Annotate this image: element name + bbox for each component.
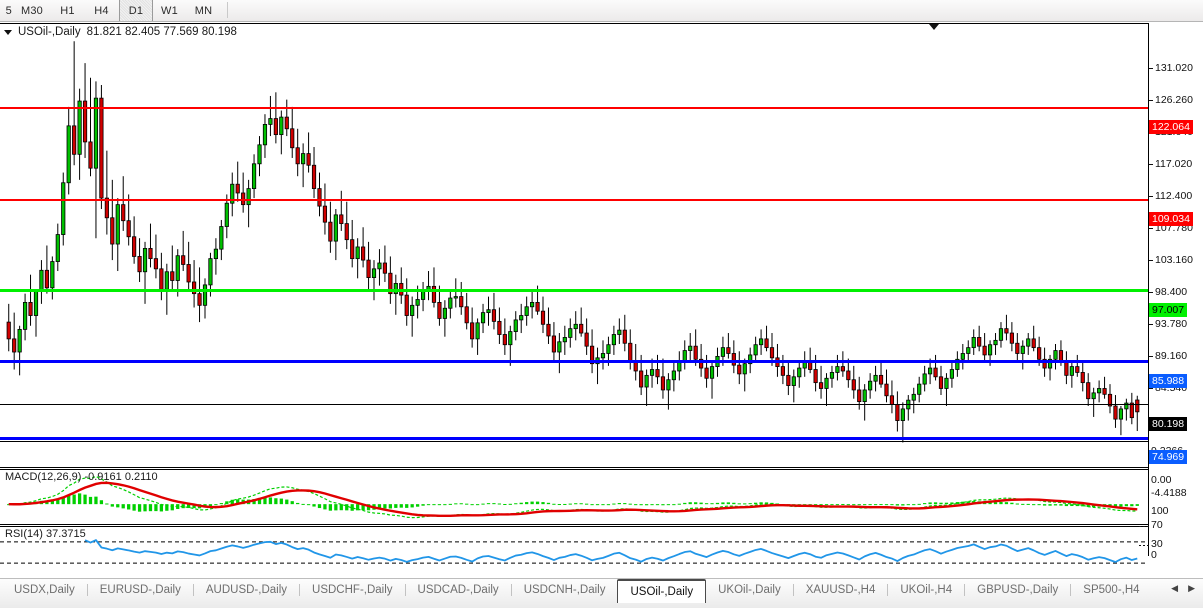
tab-separator [887, 584, 889, 596]
price-tick-label: 103.160 [1149, 254, 1193, 266]
chart-tab[interactable]: AUDUSD-,Daily [205, 584, 288, 596]
level-line-support-75[interactable] [0, 437, 1148, 440]
level-line-support-97[interactable] [0, 289, 1148, 292]
symbol-name: USOil-,Daily [18, 26, 81, 38]
timeframe-button-h4[interactable]: H4 [85, 0, 119, 21]
rsi-axis-label: 0 [1151, 549, 1157, 561]
price-tick-label: 93.780 [1149, 318, 1187, 330]
chart-area[interactable]: USOil-,Daily 81.821 82.405 77.569 80.198… [0, 23, 1203, 595]
level-line-support-86[interactable] [0, 360, 1148, 363]
tab-scroll-left-icon[interactable]: ◀ [1171, 583, 1179, 593]
tab-separator [964, 584, 966, 596]
price-tick-label: 89.160 [1149, 350, 1187, 362]
timeframe-button-d1[interactable]: D1 [119, 0, 153, 21]
panel-bottom-border [0, 467, 1148, 468]
price-tick-label: 131.020 [1149, 62, 1193, 74]
chart-tab[interactable]: XAUUSD-,H4 [805, 584, 876, 596]
timeframe-button-h1[interactable]: H1 [51, 0, 85, 21]
timeframe-label: H1 [60, 4, 75, 17]
chart-tab[interactable]: USDCAD-,Daily [417, 584, 499, 596]
timeframe-label: W1 [161, 4, 178, 17]
timeframe-label: MN [194, 4, 213, 17]
chart-tab[interactable]: UKOil-,H4 [900, 584, 953, 596]
timeframe-button-w1[interactable]: W1 [153, 0, 187, 21]
price-level-tag[interactable]: 109.034 [1149, 212, 1193, 226]
rsi-axis-label: 100 [1151, 505, 1169, 517]
candlestick-series [6, 41, 1140, 443]
tab-separator [1070, 584, 1072, 596]
tab-separator [404, 584, 406, 596]
timeframe-label: M30 [21, 4, 43, 17]
price-level-tag[interactable]: 85.988 [1149, 374, 1188, 388]
level-line-resistance-122[interactable] [0, 107, 1148, 109]
rsi-series [0, 539, 1148, 564]
timeframe-label: H4 [94, 4, 109, 17]
price-scale-divider [1148, 23, 1149, 556]
chart-tab[interactable]: USDX,Daily [14, 584, 75, 596]
chart-tab[interactable]: EURUSD-,Daily [99, 584, 181, 596]
macd-label: MACD(12,26,9) -0.9161 0.2110 [5, 471, 158, 483]
price-axis[interactable]: 131.020126.260121.640117.020112.400107.7… [1139, 23, 1203, 561]
chart-tab[interactable]: GBPUSD-,Daily [977, 584, 1059, 596]
price-tick-label: 126.260 [1149, 94, 1193, 106]
timeframe-button-mn[interactable]: MN [187, 0, 221, 21]
toolbar-separator [227, 2, 228, 18]
tab-separator [792, 584, 794, 596]
price-level-tag[interactable]: 80.198 [1149, 417, 1188, 431]
timeframe-label: 5 [5, 4, 12, 17]
macd-plot [0, 469, 1148, 525]
tab-scroll-controls[interactable]: ◀ ▶ [1171, 579, 1203, 594]
rsi-top-border [0, 526, 1148, 527]
tab-separator [510, 584, 512, 596]
tab-separator [192, 584, 194, 596]
level-line-current-price [0, 404, 1148, 405]
candlestick-plot[interactable] [0, 23, 1148, 468]
price-level-tag[interactable]: 74.969 [1149, 450, 1188, 464]
rsi-plot [0, 526, 1148, 579]
level-line-resistance-109[interactable] [0, 199, 1148, 201]
price-tick-label: 98.400 [1149, 286, 1187, 298]
symbol-header: USOil-,Daily 81.821 82.405 77.569 80.198 [4, 26, 237, 38]
rsi-axis-label: 30 [1139, 538, 1163, 550]
chart-tab[interactable]: SP500-,H4 [1083, 584, 1140, 596]
price-tick-label: 112.400 [1149, 190, 1192, 202]
timeframe-toolbar: 5 M30 H1 H4 D1 W1 MN [0, 0, 1203, 22]
triangle-down-icon[interactable] [4, 29, 12, 35]
price-level-tag[interactable]: 97.007 [1149, 303, 1188, 317]
rsi-panel[interactable]: RSI(14) 37.3715 [0, 526, 1148, 579]
level-line-lower-black [0, 441, 1148, 442]
chart-tab[interactable]: USDCNH-,Daily [523, 584, 606, 596]
chart-top-marker-icon[interactable] [929, 24, 939, 30]
timeframe-button-m5[interactable]: 5 [0, 0, 14, 21]
tab-scroll-right-icon[interactable]: ▶ [1188, 583, 1195, 593]
panel-top-border [0, 23, 1148, 24]
chart-tab-bar[interactable]: USDX,Daily EURUSD-,Daily AUDUSD-,Daily USDC… [0, 578, 1203, 608]
chart-tab-active[interactable]: USOil-,Daily [617, 579, 707, 603]
rsi-axis-label: 70 [1139, 519, 1163, 531]
chart-tab[interactable]: UKOil-,Daily [718, 584, 781, 596]
price-panel[interactable]: USOil-,Daily 81.821 82.405 77.569 80.198 [0, 23, 1148, 468]
macd-panel[interactable]: MACD(12,26,9) -0.9161 0.2110 [0, 469, 1148, 525]
macd-bottom-border [0, 524, 1148, 525]
rsi-label: RSI(14) 37.3715 [5, 528, 86, 540]
chart-tab[interactable]: USDCHF-,Daily [312, 584, 393, 596]
macd-series [7, 475, 1139, 519]
macd-axis-label: 0.00 [1151, 474, 1172, 486]
macd-axis-label: -4.4188 [1151, 487, 1187, 499]
ohlc-values: 81.821 82.405 77.569 80.198 [86, 26, 237, 38]
timeframe-label: D1 [128, 4, 144, 17]
tab-separator [299, 584, 301, 596]
macd-top-border [0, 469, 1148, 470]
timeframe-button-m30[interactable]: M30 [14, 0, 51, 21]
price-tick-label: 117.020 [1149, 158, 1192, 170]
price-level-tag[interactable]: 122.064 [1149, 120, 1193, 134]
tab-separator [86, 584, 88, 596]
